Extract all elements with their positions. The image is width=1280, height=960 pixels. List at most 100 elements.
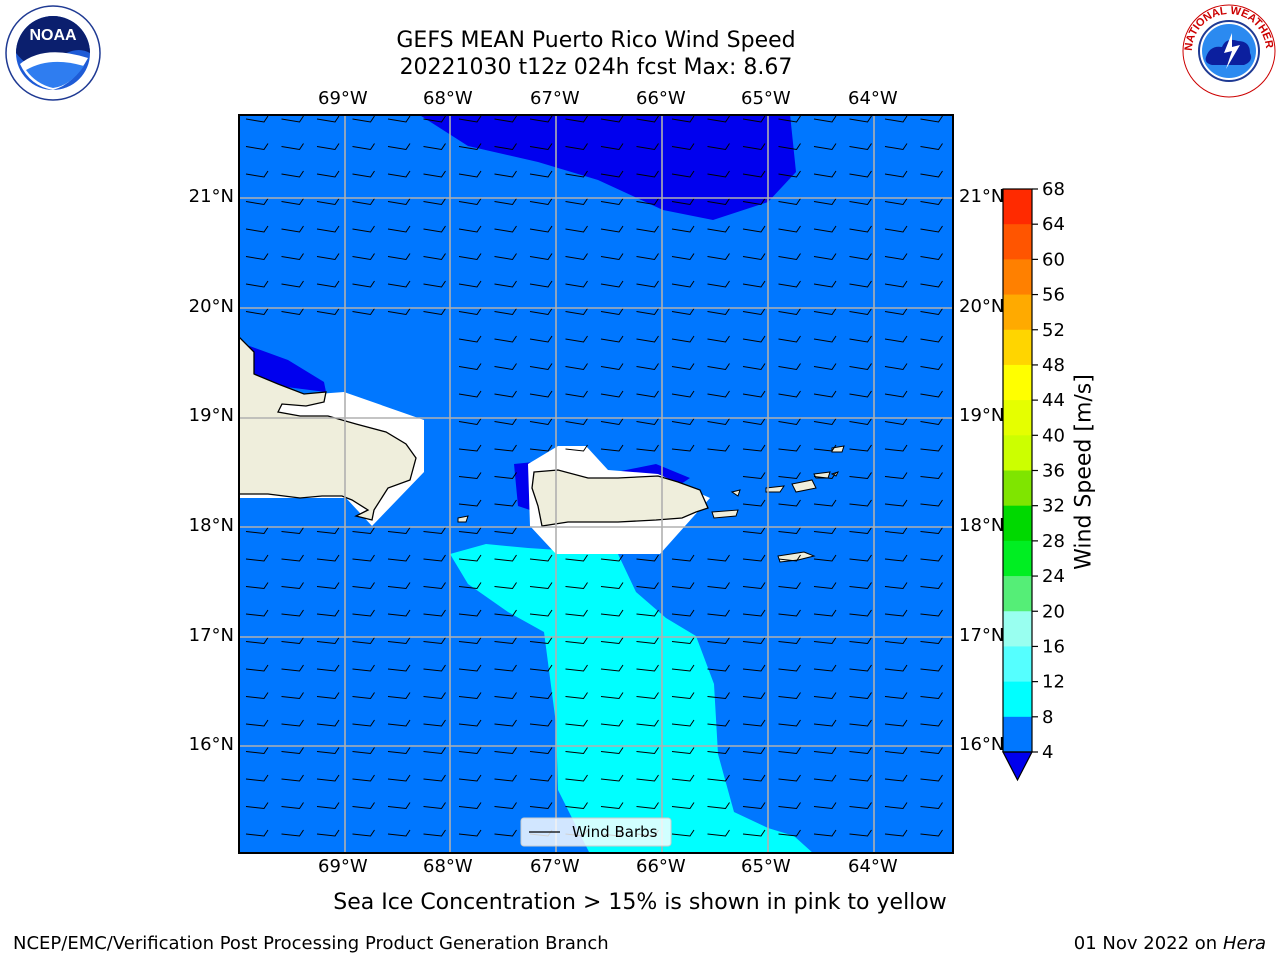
colorbar-swatch: [1003, 259, 1032, 296]
wind-barb: [778, 527, 801, 535]
wind-barb: [423, 664, 446, 672]
wind-barb: [316, 802, 340, 810]
wind-barb: [742, 554, 766, 562]
wind-barb: [920, 390, 943, 398]
wind-barb: [458, 308, 482, 316]
wind-barb: [920, 609, 943, 617]
colorbar-swatch: [1003, 435, 1032, 471]
wind-barb: [458, 719, 482, 727]
wind-barb: [245, 637, 269, 645]
wind-barb: [529, 143, 553, 151]
wind-barb: [316, 170, 340, 178]
colorbar-swatch: [1003, 189, 1032, 225]
wind-barb: [884, 774, 908, 782]
wind-barb: [920, 554, 943, 562]
colorbar-tick-label: 48: [1042, 355, 1065, 376]
wind-barb: [600, 774, 624, 782]
wind-barb: [671, 253, 695, 261]
wind-barb: [245, 719, 269, 727]
lat-label-right-3: 19°N: [959, 405, 1005, 426]
wind-barb: [920, 115, 943, 123]
wind-barb: [494, 472, 517, 480]
wind-barb: [352, 582, 375, 590]
wind-barb: [494, 582, 517, 590]
wind-barb: [352, 719, 375, 727]
colorbar-swatches: [1003, 189, 1032, 753]
wind-barb: [458, 198, 482, 206]
wind-barb: [849, 664, 872, 672]
wind-barb: [778, 115, 801, 123]
footer-date-text: 01 Nov 2022 on: [1073, 933, 1218, 954]
wind-barb: [529, 554, 553, 562]
wind-barb: [458, 829, 482, 837]
wind-barb: [281, 582, 304, 590]
graticule: [238, 114, 954, 854]
wind-barb: [529, 390, 553, 398]
wind-barb: [636, 554, 659, 562]
footer-branch: NCEP/EMC/Verification Post Processing Pr…: [13, 933, 609, 954]
wind-barb: [884, 664, 908, 672]
wind-barb: [529, 280, 553, 288]
colorbar-tick-label: 68: [1042, 180, 1065, 200]
wind-barb: [494, 170, 517, 178]
wind-barb: [671, 143, 695, 151]
colorbar-tick-label: 24: [1042, 566, 1065, 587]
wind-barb: [352, 170, 375, 178]
wind-barb: [494, 115, 517, 123]
wind-barb: [352, 280, 375, 288]
wind-barb: [884, 280, 908, 288]
wind-barb: [778, 774, 801, 782]
wind-barb: [600, 363, 624, 371]
lon-label-top-5: 65°W: [741, 88, 791, 109]
wind-barb: [813, 719, 837, 727]
wind-barb: [849, 115, 872, 123]
wind-barb: [281, 747, 304, 755]
lon-label-bottom-6: 64°W: [848, 856, 898, 877]
wind-barb: [849, 802, 872, 810]
wind-barb: [565, 418, 588, 426]
wind-barb: [458, 472, 482, 480]
wind-barb: [600, 637, 624, 645]
wind-barb: [813, 802, 837, 810]
lat-label-left-2: 20°N: [188, 296, 234, 317]
wind-barb: [884, 829, 908, 837]
wind-barb: [671, 582, 695, 590]
wind-barb: [671, 418, 695, 426]
wind-barb: [423, 774, 446, 782]
land-culebra: [730, 489, 741, 497]
wind-barb: [742, 637, 766, 645]
wind-barb: [920, 253, 943, 261]
wind-barb: [742, 609, 766, 617]
wind-barb: [565, 747, 588, 755]
wind-barb: [245, 280, 269, 288]
colorbar-swatch: [1003, 646, 1032, 683]
wind-barb: [529, 664, 553, 672]
wind-barb: [352, 692, 375, 700]
wind-barb: [245, 582, 269, 590]
wind-barb: [352, 253, 375, 261]
colorbar-tick-label: 28: [1042, 531, 1065, 552]
wind-barb: [423, 308, 446, 316]
colorbar-ticks: 68 64 60 56 52 48 44 40 36 32 28 24 20 16 12 8 4: [1032, 180, 1065, 763]
wind-barb: [245, 253, 269, 261]
wind-barb: [920, 225, 943, 233]
wind-barb: [458, 527, 482, 535]
wind-barb: [316, 774, 340, 782]
wind-barb: [742, 308, 766, 316]
wind-barb: [707, 664, 730, 672]
wind-barb: [636, 609, 659, 617]
colorbar-swatch: [1003, 364, 1032, 401]
colorbar-swatch: [1003, 505, 1032, 542]
wind-barb: [778, 280, 801, 288]
wind-barb: [636, 170, 659, 178]
wind-barb: [707, 335, 730, 343]
wind-barb: [778, 170, 801, 178]
wind-barb: [778, 637, 801, 645]
wind-barb: [671, 444, 695, 452]
wind-barb: [316, 719, 340, 727]
wind-barb: [600, 609, 624, 617]
wind-barb: [458, 554, 482, 562]
wind-barb: [849, 527, 872, 535]
wind-barb: [245, 747, 269, 755]
wind-barb: [636, 308, 659, 316]
